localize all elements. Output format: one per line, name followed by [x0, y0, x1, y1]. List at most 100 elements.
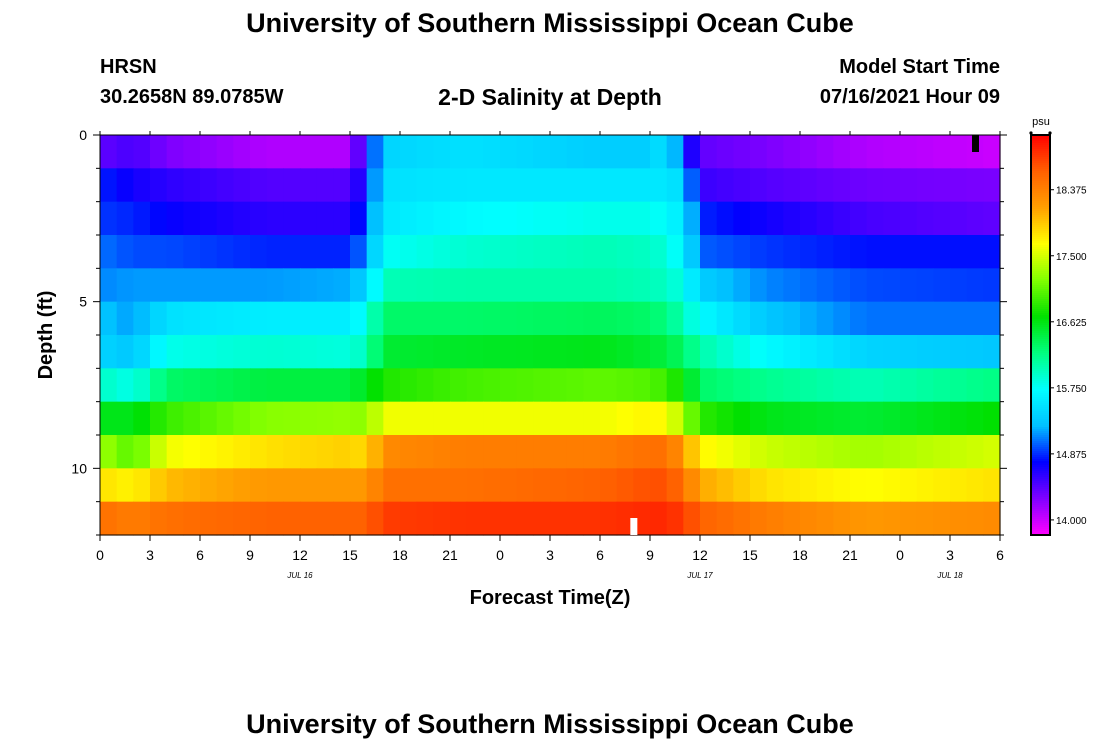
- heatmap-cell: [266, 301, 284, 336]
- heatmap-cell: [116, 501, 134, 536]
- heatmap-cell: [633, 501, 651, 536]
- heatmap-cell: [633, 168, 651, 203]
- colorbar-swatch: [1031, 291, 1050, 294]
- heatmap-cell: [300, 235, 318, 269]
- heatmap-cell: [600, 435, 618, 469]
- heatmap-cell: [366, 435, 384, 469]
- colorbar-swatch: [1031, 409, 1050, 412]
- heatmap-cell: [716, 435, 734, 469]
- heatmap-cell: [283, 168, 301, 203]
- heatmap-cell: [633, 335, 651, 369]
- heatmap-cell: [583, 435, 601, 469]
- heatmap-cell: [650, 301, 668, 336]
- heatmap-cell: [833, 135, 851, 169]
- heatmap-cell: [983, 401, 1001, 436]
- heatmap-cell: [183, 501, 201, 536]
- heatmap-cell: [983, 501, 1001, 536]
- y-axis-label: Depth (ft): [35, 291, 57, 380]
- heatmap-cell: [516, 168, 534, 203]
- heatmap-cell: [933, 201, 951, 236]
- heatmap-cell: [900, 168, 918, 203]
- heatmap-cell: [933, 401, 951, 436]
- heatmap-cell: [983, 268, 1001, 303]
- colorbar-swatch: [1031, 261, 1050, 264]
- heatmap-cell: [150, 468, 168, 503]
- heatmap-cell: [150, 135, 168, 169]
- heatmap-cell: [750, 168, 768, 203]
- heatmap-cell: [750, 335, 768, 369]
- heatmap-cell: [383, 235, 401, 269]
- heatmap-cell: [900, 335, 918, 369]
- colorbar-swatch: [1031, 167, 1050, 170]
- heatmap-cell: [866, 335, 884, 369]
- colorbar-swatch: [1031, 453, 1050, 456]
- heatmap-cell: [566, 335, 584, 369]
- colorbar-swatch: [1031, 353, 1050, 356]
- heatmap-cell: [300, 435, 318, 469]
- heatmap-cell: [433, 501, 451, 536]
- heatmap-cell: [300, 135, 318, 169]
- heatmap-cell: [916, 435, 934, 469]
- heatmap-cell: [500, 335, 518, 369]
- heatmap-cell: [466, 235, 484, 269]
- heatmap-cell: [200, 501, 218, 536]
- heatmap-cell: [533, 201, 551, 236]
- x-tick-label: 0: [896, 547, 904, 563]
- heatmap-cell: [983, 468, 1001, 503]
- heatmap-cell: [233, 168, 251, 203]
- heatmap-cell: [566, 501, 584, 536]
- heatmap-cell: [983, 168, 1001, 203]
- heatmap-cell: [416, 501, 434, 536]
- heatmap-cell: [833, 435, 851, 469]
- heatmap-cell: [333, 301, 351, 336]
- heatmap-cell: [700, 135, 718, 169]
- heatmap-cell: [883, 468, 901, 503]
- heatmap-cell: [650, 335, 668, 369]
- heatmap-cell: [500, 268, 518, 303]
- heatmap-cell: [183, 235, 201, 269]
- heatmap-cell: [766, 335, 784, 369]
- heatmap-cell: [133, 235, 151, 269]
- heatmap-cell: [200, 201, 218, 236]
- heatmap-cell: [666, 135, 684, 169]
- heatmap-cell: [566, 368, 584, 403]
- colorbar-swatch: [1031, 365, 1050, 368]
- heatmap-cell: [533, 435, 551, 469]
- heatmap-cell: [100, 301, 118, 336]
- page-title: University of Southern Mississippi Ocean…: [246, 8, 854, 38]
- heatmap-cell: [500, 235, 518, 269]
- heatmap-cell: [466, 301, 484, 336]
- heatmap-cell: [433, 168, 451, 203]
- heatmap-cell: [533, 168, 551, 203]
- heatmap-cell: [616, 201, 634, 236]
- heatmap-cell: [983, 435, 1001, 469]
- colorbar-swatch: [1031, 513, 1050, 516]
- heatmap-cell: [433, 135, 451, 169]
- heatmap-cell: [566, 201, 584, 236]
- colorbar-swatch: [1031, 441, 1050, 444]
- colorbar-swatch: [1031, 155, 1050, 158]
- colorbar-swatch: [1031, 139, 1050, 142]
- heatmap-cell: [500, 468, 518, 503]
- heatmap-cell: [683, 135, 701, 169]
- heatmap-cell: [566, 168, 584, 203]
- heatmap-cell: [300, 335, 318, 369]
- heatmap-cell: [800, 301, 818, 336]
- heatmap-cell: [233, 301, 251, 336]
- heatmap-cell: [400, 235, 418, 269]
- heatmap-cell: [950, 268, 968, 303]
- colorbar-swatch: [1031, 213, 1050, 216]
- heatmap-cell: [350, 201, 368, 236]
- heatmap-cell: [800, 435, 818, 469]
- heatmap-cell: [450, 201, 468, 236]
- heatmap-cell: [733, 501, 751, 536]
- heatmap-cell: [550, 201, 568, 236]
- heatmap-cell: [383, 301, 401, 336]
- forecast-time-marker: [630, 518, 638, 535]
- heatmap-cell: [650, 401, 668, 436]
- heatmap-cell: [783, 501, 801, 536]
- heatmap-cell: [833, 268, 851, 303]
- heatmap-cell: [850, 235, 868, 269]
- heatmap-cell: [166, 135, 184, 169]
- heatmap-cell: [533, 401, 551, 436]
